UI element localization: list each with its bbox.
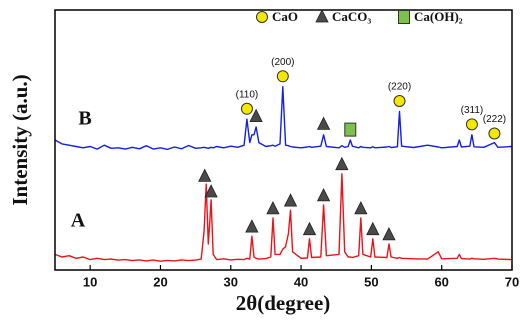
marker-triangle [366, 221, 380, 236]
marker-circle [488, 127, 501, 140]
peak-label: (311) [461, 105, 484, 116]
marker-circle [240, 102, 253, 115]
series-line [54, 173, 513, 262]
legend-marker [256, 11, 268, 23]
marker-triangle [249, 108, 263, 122]
marker-circle [465, 118, 478, 131]
marker-triangle [335, 156, 349, 171]
x-tick-label: 10 [83, 274, 97, 289]
peak-label: (110) [236, 89, 259, 100]
marker-triangle [382, 227, 396, 241]
legend-marker [398, 10, 410, 24]
x-tick-label: 30 [224, 274, 238, 289]
peak-label: (222) [483, 114, 506, 125]
x-tick-label: 70 [505, 274, 519, 289]
marker-triangle [204, 184, 218, 198]
marker-triangle [245, 219, 259, 233]
x-tick-label: 60 [434, 274, 448, 289]
plot-frame [54, 9, 513, 271]
marker-circle [393, 95, 406, 107]
peak-label: (220) [388, 82, 411, 93]
x-tick-label: 50 [364, 274, 378, 289]
marker-triangle [198, 168, 212, 182]
marker-triangle [283, 193, 298, 207]
marker-triangle [316, 116, 331, 130]
marker-circle [276, 70, 289, 83]
peak-label: (200) [271, 57, 294, 68]
x-tick-label: 40 [294, 274, 308, 289]
marker-triangle [316, 188, 331, 202]
series-label: A [71, 210, 86, 232]
legend-label: CaCO₃ [332, 9, 371, 24]
x-tick-label: 20 [153, 274, 167, 289]
legend-label: CaO [272, 9, 298, 24]
series-line [54, 86, 513, 151]
y-axis-label: Intensity (a.u.) [8, 74, 32, 205]
marker-square [344, 122, 357, 137]
series-label: B [78, 108, 91, 130]
legend-label: Ca(OH)₂ [414, 9, 463, 24]
marker-triangle [354, 201, 368, 215]
legend-marker [315, 9, 329, 23]
x-axis-label: 2θ(degree) [236, 291, 331, 315]
marker-triangle [302, 221, 317, 236]
marker-triangle [266, 201, 280, 215]
